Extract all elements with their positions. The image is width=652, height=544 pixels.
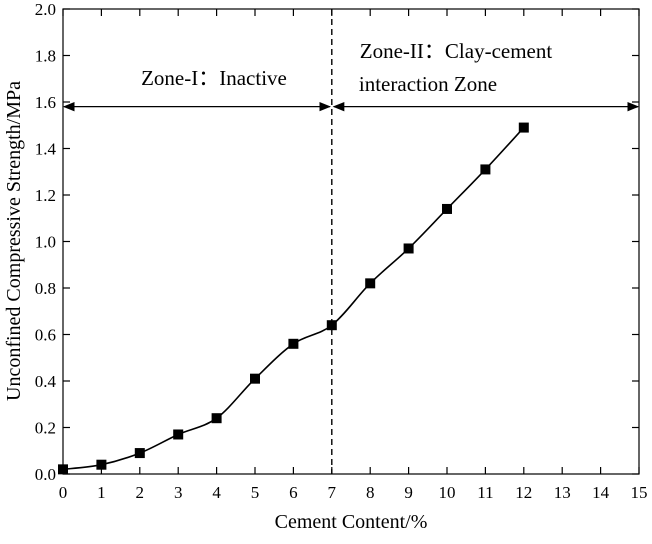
x-tick-label: 13	[554, 483, 571, 502]
series-group	[58, 122, 529, 475]
y-tick-label: 1.2	[35, 186, 56, 205]
series-line	[62, 127, 525, 471]
zone2-label-line1: Zone-II：Clay-cement	[360, 39, 553, 63]
x-tick-label: 1	[97, 483, 106, 502]
x-tick-label: 0	[59, 483, 68, 502]
x-tick-label: 3	[174, 483, 183, 502]
y-tick-label: 0.2	[35, 419, 56, 438]
data-point	[326, 320, 337, 331]
x-tick-label: 11	[477, 483, 493, 502]
data-point	[211, 413, 222, 424]
zone1-label: Zone-I：Inactive	[141, 66, 287, 90]
data-point	[365, 278, 376, 289]
x-tick-label: 8	[366, 483, 375, 502]
x-tick-label: 15	[631, 483, 648, 502]
y-tick-label: 0.6	[35, 326, 56, 345]
data-point	[288, 338, 299, 349]
y-tick-label: 1.4	[35, 140, 57, 159]
x-tick-label: 5	[251, 483, 260, 502]
x-tick-label: 6	[289, 483, 298, 502]
data-point	[403, 243, 414, 254]
data-point	[58, 464, 68, 475]
y-axis-label: Unconfined Compressive Strength/MPa	[3, 81, 25, 401]
y-tick-label: 1.8	[35, 47, 56, 66]
y-tick-label: 0.0	[35, 465, 56, 484]
data-point	[134, 448, 145, 459]
x-tick-label: 14	[592, 483, 610, 502]
y-tick-label: 2.0	[35, 0, 56, 19]
y-tick-label: 0.4	[35, 372, 57, 391]
x-tick-label: 10	[439, 483, 456, 502]
x-tick-label: 9	[404, 483, 413, 502]
y-tick-label: 1.6	[35, 93, 56, 112]
zone2-label-line2: interaction Zone	[359, 72, 497, 96]
x-axis-label: Cement Content/%	[275, 511, 428, 533]
x-tick-label: 12	[515, 483, 532, 502]
x-axis-ticks: 0 1 2 3 4 5 6 7 8 9 10 11 12 13 14 15	[59, 9, 648, 502]
y-axis-ticks: 0.0 0.2 0.4 0.6 0.8 1.0 1.2 1.4 1.6 1.8 2.0	[35, 0, 639, 484]
x-tick-label: 2	[136, 483, 145, 502]
data-point	[518, 122, 529, 133]
x-tick-label: 7	[328, 483, 337, 502]
y-tick-label: 0.8	[35, 279, 56, 298]
zone-annotations	[62, 9, 640, 474]
data-point	[96, 459, 107, 470]
data-point	[173, 429, 184, 440]
data-point	[480, 164, 491, 175]
data-point	[442, 203, 452, 214]
data-point	[250, 373, 260, 384]
x-tick-label: 4	[212, 483, 221, 502]
y-tick-label: 1.0	[35, 233, 56, 252]
